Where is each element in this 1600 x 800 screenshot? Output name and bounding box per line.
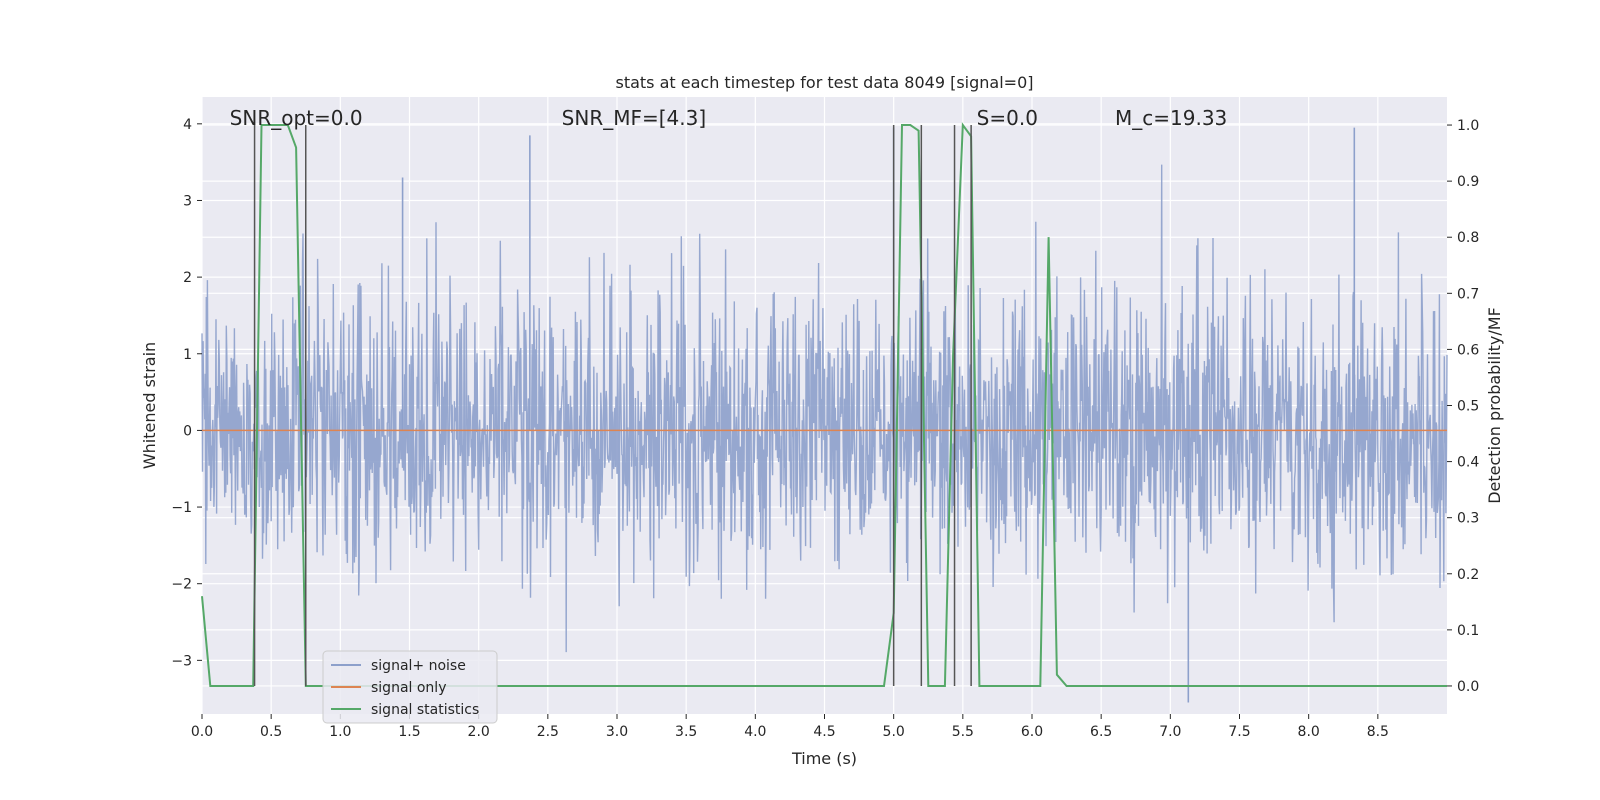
series-line-1 <box>201 122 1447 687</box>
y2-axis-label: Detection probability/MF <box>1485 307 1504 504</box>
x-tick-label-15: 7.5 <box>1228 724 1250 740</box>
x-tick-label-9: 4.5 <box>813 724 835 740</box>
detection-markers <box>253 125 972 686</box>
y2-tick-label-9: 0.9 <box>1457 174 1479 190</box>
x-tick-label-2: 1.0 <box>329 724 351 740</box>
legend-label-2: signal statistics <box>371 702 479 718</box>
x-tick-label-8: 4.0 <box>744 724 766 740</box>
y2-tick-label-1: 0.1 <box>1457 623 1479 639</box>
y2-tick-label-2: 0.2 <box>1457 567 1479 583</box>
annotation-2: S=0.0 <box>977 106 1038 130</box>
y2-axis-ticks: 0.0 0.1 0.2 0.3 0.4 0.5 0.6 0.7 0.8 0.9 1.0 <box>1447 118 1479 695</box>
y2-tick-label-8: 0.8 <box>1457 230 1479 246</box>
x-tick-label-3: 1.5 <box>398 724 420 740</box>
x-tick-label-10: 5.0 <box>883 724 905 740</box>
y-tick-label-4: 1 <box>183 347 192 363</box>
x-tick-label-6: 3.0 <box>606 724 628 740</box>
y-axis-label: Whitened strain <box>140 342 159 469</box>
series-lines <box>201 122 1447 687</box>
y-axis-ticks: −3 −2 −1 0 1 2 3 4 <box>171 117 202 669</box>
x-tick-label-7: 3.5 <box>675 724 697 740</box>
annotation-1: SNR_MF=[4.3] <box>562 106 706 130</box>
legend: signal+ noise signal only signal statistic… <box>322 650 498 724</box>
y2-tick-label-10: 1.0 <box>1457 118 1479 134</box>
y-tick-label-3: 0 <box>183 423 192 439</box>
x-tick-label-1: 0.5 <box>260 724 282 740</box>
x-tick-label-17: 8.5 <box>1367 724 1389 740</box>
x-tick-label-4: 2.0 <box>468 724 490 740</box>
y2-tick-label-3: 0.3 <box>1457 511 1479 527</box>
x-tick-label-5: 2.5 <box>537 724 559 740</box>
legend-box <box>322 650 498 724</box>
y-tick-label-1: −2 <box>171 577 192 593</box>
x-tick-label-0: 0.0 <box>191 724 213 740</box>
annotations: SNR_opt=0.0 SNR_MF=[4.3] S=0.0 M_c=19.33 <box>230 106 1228 130</box>
y2-tick-label-5: 0.5 <box>1457 399 1479 415</box>
y2-tick-label-7: 0.7 <box>1457 286 1479 302</box>
x-tick-label-11: 5.5 <box>952 724 974 740</box>
y2-tick-label-0: 0.0 <box>1457 679 1479 695</box>
x-tick-label-13: 6.5 <box>1090 724 1112 740</box>
y2-tick-label-6: 0.6 <box>1457 342 1479 358</box>
legend-label-0: signal+ noise <box>371 658 466 674</box>
signal-noise-line <box>201 164 1448 653</box>
x-axis-ticks: 0.0 0.5 1.0 1.5 2.0 2.5 3.0 3.5 4.0 4.5 5.0 5.5 6.0 6… <box>191 714 1389 740</box>
x-tick-label-16: 8.0 <box>1298 724 1320 740</box>
annotation-0: SNR_opt=0.0 <box>230 106 363 130</box>
y2-tick-label-4: 0.4 <box>1457 455 1479 471</box>
y-tick-label-5: 2 <box>183 270 192 286</box>
x-axis-label: Time (s) <box>791 749 857 768</box>
x-tick-label-12: 6.0 <box>1021 724 1043 740</box>
legend-label-1: signal only <box>371 680 446 696</box>
y-tick-label-0: −3 <box>171 653 192 669</box>
annotation-3: M_c=19.33 <box>1115 106 1227 130</box>
y-tick-label-2: −1 <box>171 500 192 516</box>
y-tick-label-6: 3 <box>183 193 192 209</box>
x-tick-label-14: 7.0 <box>1159 724 1181 740</box>
chart-title: stats at each timestep for test data 804… <box>615 73 1033 92</box>
y-tick-label-7: 4 <box>183 117 192 133</box>
